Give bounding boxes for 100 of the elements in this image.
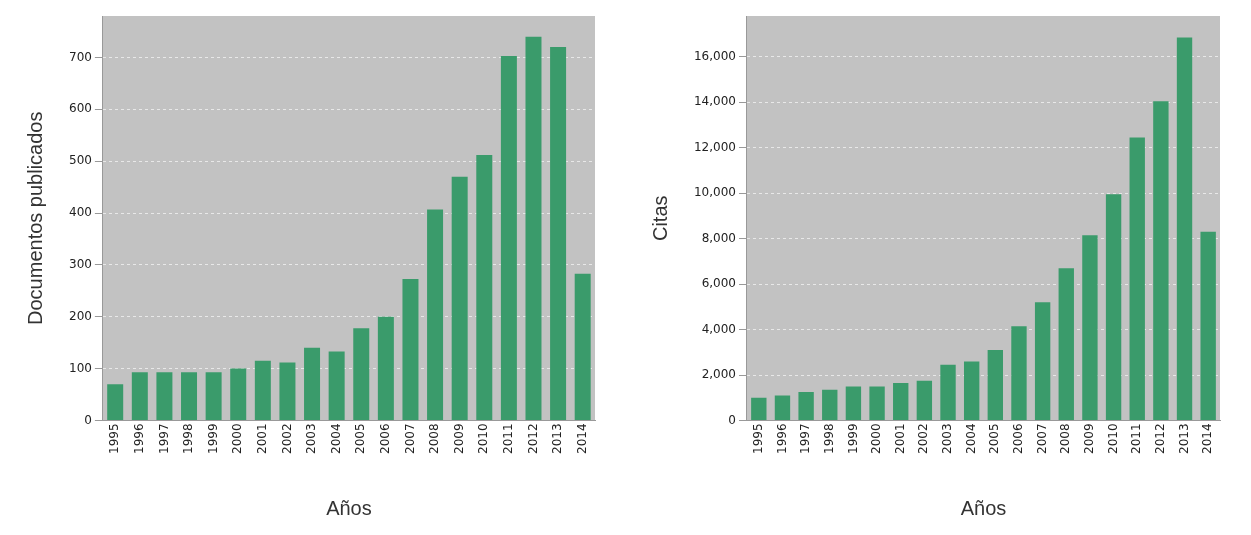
bar (1176, 37, 1193, 420)
x-tick-label: 2004 (963, 423, 978, 455)
bar (1011, 326, 1027, 420)
y-tick-label: 200 (69, 308, 92, 323)
x-tick-label: 2009 (1082, 423, 1097, 455)
bar (916, 380, 933, 420)
x-tick-label: 2000 (869, 423, 884, 455)
x-tick-label: 2000 (230, 423, 245, 455)
bar (1034, 302, 1051, 420)
bar (987, 350, 1004, 420)
y-axis-title: Citas (648, 195, 671, 242)
x-tick-label: 2010 (1105, 423, 1120, 455)
bar (156, 372, 173, 420)
x-tick-label: 2003 (304, 423, 319, 455)
bar (550, 47, 567, 420)
y-tick-label: 600 (69, 101, 92, 116)
bar (525, 36, 542, 420)
bar (574, 273, 591, 420)
y-tick-label: 10,000 (693, 185, 736, 200)
bar (774, 395, 791, 420)
x-axis-title: Años (326, 496, 372, 519)
y-tick-label: 8,000 (701, 230, 736, 245)
x-tick-label: 1998 (821, 423, 836, 455)
x-tick-label: 1999 (845, 423, 860, 455)
x-tick-label: 2013 (1176, 423, 1191, 455)
bar (1153, 101, 1169, 420)
bar (131, 372, 148, 420)
bar (402, 278, 419, 420)
bar (328, 351, 345, 420)
x-tick-label: 2005 (987, 423, 1002, 455)
bar (304, 347, 321, 420)
x-tick-label: 2009 (451, 423, 466, 455)
x-tick-label: 2001 (254, 423, 269, 455)
x-tick-label: 2011 (1129, 423, 1144, 455)
y-tick-label: 700 (69, 49, 92, 64)
bar (205, 372, 222, 420)
y-tick-label: 12,000 (693, 139, 736, 154)
bar (1129, 137, 1145, 420)
y-tick-label: 300 (69, 257, 92, 272)
y-tick-label: 2,000 (701, 367, 736, 382)
bar (1200, 231, 1216, 420)
bar (1105, 194, 1122, 420)
x-tick-label: 2006 (1011, 423, 1026, 455)
x-tick-label: 1997 (156, 423, 171, 455)
x-tick-label: 2003 (940, 423, 955, 455)
x-tick-label: 2002 (916, 423, 931, 455)
y-tick-label: 100 (69, 360, 92, 375)
x-tick-label: 1998 (181, 423, 196, 455)
x-tick-label: 2001 (892, 423, 907, 455)
x-tick-label: 1999 (205, 423, 220, 455)
x-tick-label: 2011 (501, 423, 516, 455)
bar (500, 55, 517, 420)
y-tick-label: 14,000 (693, 94, 736, 109)
y-tick-label: 0 (728, 412, 736, 427)
bar (279, 362, 296, 420)
bar (254, 360, 271, 420)
x-tick-label: 1996 (774, 423, 789, 455)
x-tick-label: 2006 (377, 423, 392, 455)
bar (476, 154, 493, 420)
bar (963, 361, 980, 420)
bar (940, 364, 956, 420)
bar (451, 176, 468, 420)
y-tick-label: 400 (69, 205, 92, 220)
bar (1058, 268, 1074, 420)
bar (1082, 235, 1098, 420)
bar (845, 386, 862, 420)
x-tick-label: 1996 (131, 423, 146, 455)
x-tick-label: 2010 (476, 423, 491, 455)
x-tick-label: 2014 (574, 423, 589, 455)
y-tick-label: 0 (84, 412, 92, 427)
bar (869, 386, 885, 420)
y-tick-label: 4,000 (701, 321, 736, 336)
bar (798, 392, 814, 420)
bar (107, 384, 124, 420)
x-tick-label: 2012 (1153, 423, 1167, 455)
bar (427, 209, 444, 420)
y-axis-title: Documentos publicados (23, 111, 46, 325)
bar (822, 389, 838, 420)
x-tick-label: 2005 (353, 423, 368, 455)
bar (893, 382, 909, 420)
x-tick-label: 2007 (1034, 423, 1049, 455)
x-axis-title: Años (960, 496, 1007, 519)
y-tick-label: 500 (69, 153, 92, 168)
x-tick-label: 2002 (279, 423, 294, 455)
bar (230, 368, 247, 420)
bar (353, 328, 370, 420)
x-tick-label: 2007 (402, 423, 417, 455)
bar (181, 372, 198, 420)
x-tick-label: 1995 (750, 423, 765, 455)
x-tick-label: 1997 (798, 423, 813, 455)
y-tick-label: 6,000 (701, 276, 736, 291)
x-tick-label: 2014 (1200, 423, 1215, 455)
x-tick-label: 2008 (427, 423, 442, 455)
x-tick-label: 2004 (328, 423, 343, 455)
x-tick-label: 2013 (550, 423, 565, 455)
bar (377, 316, 394, 420)
x-tick-label: 1995 (107, 423, 122, 455)
x-tick-label: 2012 (525, 423, 540, 455)
y-tick-label: 16,000 (693, 49, 736, 64)
x-tick-label: 2008 (1058, 423, 1073, 455)
